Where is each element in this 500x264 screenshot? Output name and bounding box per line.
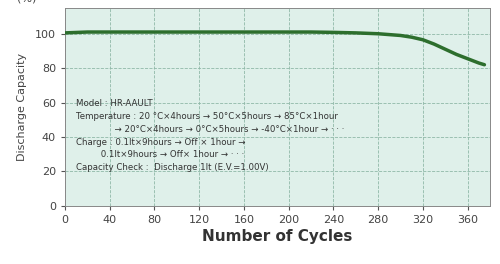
Text: (%): (%) <box>17 0 36 4</box>
Text: Discharge Capacity: Discharge Capacity <box>18 53 28 161</box>
X-axis label: Number of Cycles: Number of Cycles <box>202 229 352 244</box>
Text: Model : HR-AAULT
Temperature : 20 °C×4hours → 50°C×5hours → 85°C×1hour
         : Model : HR-AAULT Temperature : 20 °C×4ho… <box>76 99 344 172</box>
